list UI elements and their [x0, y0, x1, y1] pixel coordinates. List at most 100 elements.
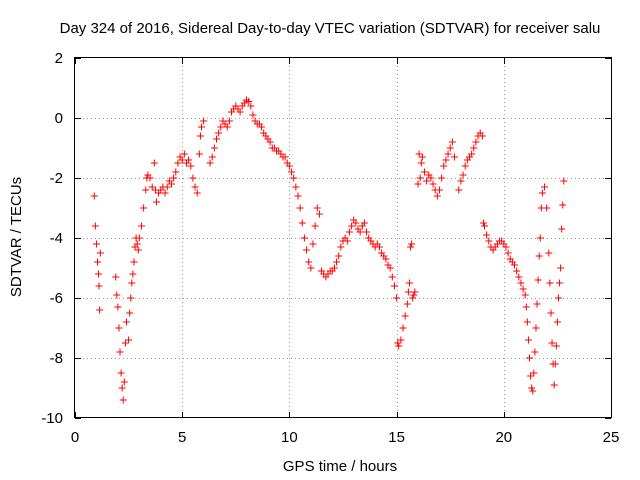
data-point [290, 174, 298, 182]
data-point [397, 336, 405, 344]
x-tick-label: 10 [281, 429, 298, 446]
data-point [553, 318, 561, 326]
data-point [547, 309, 555, 317]
data-point [129, 270, 137, 278]
data-point [533, 300, 541, 308]
data-point [429, 180, 437, 188]
data-point [223, 123, 231, 131]
data-point [551, 360, 559, 368]
data-point [213, 135, 221, 143]
data-point [303, 246, 311, 254]
data-point [148, 183, 156, 191]
data-point [128, 279, 136, 287]
data-point [536, 234, 544, 242]
data-point [113, 291, 121, 299]
data-point [95, 282, 103, 290]
data-point [122, 318, 130, 326]
data-point [468, 150, 476, 158]
data-point [96, 306, 104, 314]
data-point [335, 252, 343, 260]
data-point [195, 150, 203, 158]
data-point [407, 243, 415, 251]
data-point [459, 171, 467, 179]
data-point [90, 192, 98, 200]
data-point [524, 336, 532, 344]
data-point [401, 312, 409, 320]
x-tick-label: 25 [603, 429, 620, 446]
data-point [193, 189, 201, 197]
data-point [417, 159, 425, 167]
data-point [189, 174, 197, 182]
data-point [410, 291, 418, 299]
data-point [442, 156, 450, 164]
data-point [546, 279, 554, 287]
data-point [408, 240, 416, 248]
data-point [556, 279, 564, 287]
data-point [457, 177, 465, 185]
data-point [415, 150, 423, 158]
data-point [435, 186, 443, 194]
data-point [360, 219, 368, 227]
data-point [236, 108, 244, 116]
data-point [296, 204, 304, 212]
data-point [554, 294, 562, 302]
data-point [552, 342, 560, 350]
data-point [133, 240, 141, 248]
data-point [440, 162, 448, 170]
data-point [485, 237, 493, 245]
data-point [178, 156, 186, 164]
data-point [161, 189, 169, 197]
data-point [117, 369, 125, 377]
data-point [527, 372, 535, 380]
data-point [94, 258, 102, 266]
data-point [411, 288, 419, 296]
data-point [416, 174, 424, 182]
data-point [152, 198, 160, 206]
data-point [438, 174, 446, 182]
data-point [479, 219, 487, 227]
data-point [206, 159, 214, 167]
plot-frame [74, 57, 612, 418]
data-point [249, 111, 257, 119]
data-point [523, 318, 531, 326]
data-point [423, 177, 431, 185]
data-point [448, 138, 456, 146]
data-point [427, 174, 435, 182]
data-point [356, 228, 364, 236]
data-point [163, 183, 171, 191]
data-point [337, 243, 345, 251]
data-point [292, 183, 300, 191]
data-point [208, 153, 216, 161]
data-point [513, 267, 521, 275]
data-point [315, 210, 323, 218]
data-point [187, 162, 195, 170]
data-point [446, 144, 454, 152]
data-point [404, 288, 412, 296]
data-point [142, 186, 150, 194]
y-tick-label: -4 [50, 230, 63, 247]
data-point [528, 384, 536, 392]
data-point [560, 177, 568, 185]
y-tick-label: 0 [55, 110, 63, 127]
tick-labels: 0 5 10 15 20 25 -10 -8 -6 -4 -2 0 2 [41, 50, 619, 446]
y-tick-label: -2 [50, 170, 63, 187]
x-tick-label: 20 [495, 429, 512, 446]
data-point [557, 264, 565, 272]
data-point [225, 117, 233, 125]
data-point [112, 273, 120, 281]
data-point [543, 204, 551, 212]
data-point [266, 138, 274, 146]
data-point [348, 222, 356, 230]
data-point [418, 153, 426, 161]
data-point [483, 231, 491, 239]
data-point [309, 240, 317, 248]
data-point [114, 303, 122, 311]
data-point [481, 222, 489, 230]
data-point [92, 240, 100, 248]
data-point [130, 258, 138, 266]
data-point [399, 324, 407, 332]
data-point [126, 309, 134, 317]
data-point [517, 279, 525, 287]
x-axis-title: GPS time / hours [283, 458, 397, 475]
